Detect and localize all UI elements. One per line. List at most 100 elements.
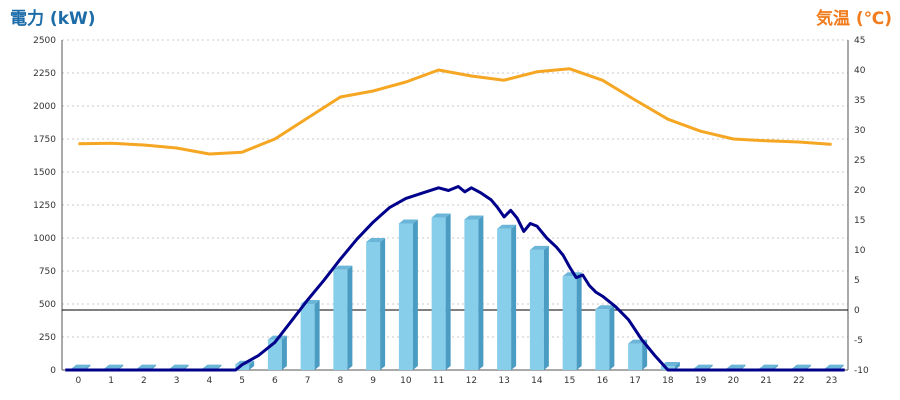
- y-left-tick-label: 1250: [33, 201, 56, 211]
- y-right-tick-label: 15: [854, 216, 865, 226]
- temperature-line: [78, 67, 832, 156]
- x-tick-label: 23: [826, 376, 837, 386]
- y-right-tick-label: 5: [854, 276, 860, 286]
- bar-side: [314, 300, 320, 370]
- bar-top: [660, 362, 680, 367]
- bar-side: [609, 305, 615, 370]
- bar-top: [431, 213, 451, 218]
- y-left-tick-label: 2000: [33, 102, 56, 112]
- x-tick-label: 18: [662, 376, 674, 386]
- bar: [628, 343, 643, 370]
- x-tick-label: 12: [466, 376, 477, 386]
- bar-side: [445, 213, 451, 370]
- x-tick-label: 10: [400, 376, 412, 386]
- bar-top: [562, 272, 582, 277]
- bar: [235, 364, 250, 370]
- x-tick-label: 1: [108, 376, 114, 386]
- y-left-tick-label: 0: [50, 366, 56, 376]
- x-tick-label: 6: [272, 376, 278, 386]
- bar: [464, 219, 479, 370]
- y-right-tick-label: 30: [854, 126, 866, 136]
- bar-top: [398, 219, 418, 224]
- y-left-tick-label: 2250: [33, 69, 56, 79]
- y-left-tick-label: 250: [39, 333, 56, 343]
- power-line: [65, 185, 845, 372]
- bar-side: [281, 335, 287, 370]
- x-tick-label: 8: [338, 376, 344, 386]
- y-right-tick-label: 35: [854, 96, 865, 106]
- x-tick-label: 20: [728, 376, 740, 386]
- bar-side: [543, 245, 549, 370]
- bar-top: [169, 364, 189, 369]
- bar-side: [249, 360, 255, 370]
- x-tick-label: 9: [370, 376, 376, 386]
- bar-side: [347, 265, 353, 370]
- x-tick-label: 4: [207, 376, 213, 386]
- y-left-tick-label: 1000: [33, 234, 56, 244]
- bar-side: [478, 215, 484, 370]
- y-right-tick-label: 40: [854, 66, 866, 76]
- bar-side: [511, 224, 517, 370]
- bar: [595, 309, 610, 370]
- x-tick-label: 15: [564, 376, 575, 386]
- x-tick-label: 16: [597, 376, 609, 386]
- bar: [529, 249, 544, 370]
- y-right-tick-label: -10: [854, 366, 869, 376]
- bar-side: [380, 237, 386, 370]
- bar: [562, 276, 577, 370]
- bar: [497, 228, 512, 370]
- x-tick-label: 2: [141, 376, 147, 386]
- bar-top: [104, 364, 124, 369]
- bar-top: [824, 364, 844, 369]
- bar-top: [71, 364, 91, 369]
- bar-top: [791, 364, 811, 369]
- bar-side: [642, 339, 648, 370]
- x-tick-label: 22: [793, 376, 804, 386]
- y-right-tick-label: 45: [854, 36, 865, 46]
- right-axis-title: 気温 (℃): [815, 9, 892, 29]
- bar-side: [674, 362, 680, 370]
- x-tick-label: 11: [433, 376, 444, 386]
- x-tick-label: 13: [498, 376, 509, 386]
- x-tick-label: 19: [695, 376, 707, 386]
- bar: [300, 304, 315, 370]
- y-left-tick-label: 1750: [33, 135, 56, 145]
- bar-top: [366, 237, 386, 242]
- bar-top: [136, 364, 156, 369]
- y-right-tick-label: -5: [854, 336, 863, 346]
- y-left-tick-label: 500: [39, 300, 56, 310]
- x-tick-label: 14: [531, 376, 543, 386]
- bar-top: [693, 364, 713, 369]
- bar: [333, 269, 348, 370]
- bar-top: [726, 364, 746, 369]
- bar: [366, 241, 381, 370]
- bar: [398, 223, 413, 370]
- y-right-tick-label: 0: [854, 306, 860, 316]
- x-tick-label: 3: [174, 376, 180, 386]
- bar-side: [576, 272, 582, 370]
- x-tick-label: 7: [305, 376, 311, 386]
- y-right-tick-label: 25: [854, 156, 865, 166]
- bar-side: [412, 219, 418, 370]
- bar: [267, 339, 282, 370]
- y-right-tick-label: 10: [854, 246, 866, 256]
- bar: [431, 217, 446, 370]
- x-tick-label: 0: [76, 376, 82, 386]
- y-left-tick-label: 2500: [33, 36, 56, 46]
- bar-top: [595, 305, 615, 310]
- bar-top: [202, 364, 222, 369]
- bar-top: [464, 215, 484, 220]
- y-left-tick-label: 1500: [33, 168, 56, 178]
- bar-top: [497, 224, 517, 229]
- x-tick-label: 5: [239, 376, 245, 386]
- bar-top: [333, 265, 353, 270]
- x-tick-label: 21: [760, 376, 771, 386]
- left-axis-title: 電力 (kW): [10, 9, 96, 29]
- bar-top: [529, 245, 549, 250]
- y-left-tick-label: 750: [39, 267, 56, 277]
- bar-top: [759, 364, 779, 369]
- x-tick-label: 17: [629, 376, 640, 386]
- y-right-tick-label: 20: [854, 186, 866, 196]
